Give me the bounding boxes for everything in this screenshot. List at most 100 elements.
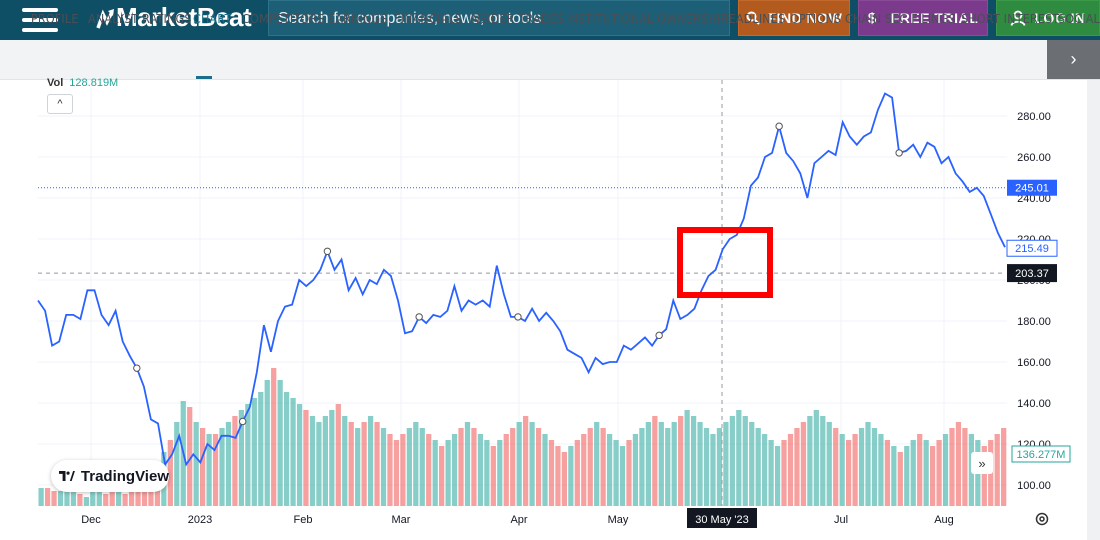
y-tick-label: 260.00 (1017, 152, 1051, 164)
menu-icon[interactable] (22, 6, 58, 34)
tab-financials[interactable]: FINANCIALS (394, 12, 462, 26)
tab-chart[interactable]: CHART (193, 12, 232, 26)
event-marker[interactable] (514, 313, 522, 321)
volume-bar (329, 410, 335, 506)
volume-bar (77, 494, 83, 506)
volume-bar (490, 446, 496, 506)
volume-bar (44, 488, 51, 506)
scrollbar-track[interactable] (1087, 80, 1100, 540)
tab-competitors[interactable]: COMPETITORS (242, 12, 325, 26)
tab-options-chain[interactable]: OPTIONS CHAIN (790, 12, 882, 26)
volume-bar (690, 416, 697, 506)
logo[interactable]: MarketBeat (96, 2, 252, 33)
crosshair-price-tag: 203.37 (1007, 264, 1057, 283)
event-marker[interactable] (133, 364, 141, 372)
crosshair-date-label: 30 May '23 (695, 514, 748, 526)
volume-bar (361, 422, 367, 506)
tab-institutional-ownership[interactable]: INSTITUTIONAL OWNERSHIP (566, 12, 728, 26)
tradingview-label: TradingView (80, 467, 169, 485)
event-marker[interactable] (655, 331, 663, 340)
volume-bar (503, 434, 509, 506)
volume-bar (632, 434, 639, 506)
scroll-to-realtime-button[interactable]: » (971, 452, 993, 474)
settings-icon[interactable] (1034, 511, 1050, 527)
volume-bar (904, 446, 910, 506)
volume-bar (794, 428, 800, 506)
price-axis: 100.00120.00140.00160.00180.00200.00220.… (1017, 111, 1051, 492)
volume-bar (477, 434, 484, 506)
volume-bar (206, 434, 212, 506)
volume-bar (568, 446, 574, 506)
volume-bar (639, 428, 645, 506)
volume-bar (367, 416, 374, 506)
current-price-tag: 215.49 (1006, 239, 1058, 257)
volume-bar (355, 428, 361, 506)
tab-profile[interactable]: PROFILE (31, 12, 79, 26)
volume-bar (929, 446, 936, 506)
tab-insider-trades[interactable]: INSIDER TRADES (468, 12, 565, 26)
volume-bar (70, 482, 77, 506)
volume-bar (484, 440, 490, 506)
volume-bar (419, 428, 425, 506)
volume-bar (464, 422, 471, 506)
tab-social[interactable]: SOCIAL (1058, 12, 1100, 26)
volume-bar (103, 494, 109, 506)
last-volume-label: 136.277M (1017, 449, 1066, 461)
tab-sec-filings[interactable]: SEC FILINGS (885, 12, 956, 26)
time-axis: Dec 2023 Feb Mar Apr May Jul Aug (81, 514, 954, 526)
volume-bar (432, 440, 438, 506)
volume-bar (167, 440, 173, 506)
volume-bar (613, 440, 619, 506)
x-tick-label: 2023 (188, 514, 212, 526)
free-trial-button[interactable]: $ FREE TRIAL (858, 0, 988, 36)
volume-legend-name: Vol (47, 77, 64, 89)
find-now-label: FIND NOW (767, 10, 843, 26)
x-tick-label: Mar (392, 514, 411, 526)
volume-bar (303, 410, 309, 506)
volume-legend: Vol 128.819M (47, 77, 118, 89)
volume-bar (716, 428, 723, 506)
volume-bar (587, 428, 593, 506)
volume-bar (309, 416, 316, 506)
tab-headlines[interactable]: HEADLINES (720, 12, 786, 26)
volume-bar (891, 446, 897, 506)
tab-earnings[interactable]: EARNINGS (328, 12, 388, 26)
volume-bar (768, 440, 774, 506)
search-input[interactable]: Search for companies, news, or tools (268, 0, 730, 36)
event-marker[interactable] (895, 149, 903, 157)
chart-canvas[interactable]: 100.00120.00140.00160.00180.00200.00220.… (0, 80, 1100, 540)
volume-bar (852, 434, 858, 506)
event-marker[interactable] (323, 247, 332, 256)
volume-bar (335, 404, 341, 506)
tabs-scroll-right-icon[interactable]: › (1047, 40, 1100, 79)
x-tick-label: Apr (510, 514, 527, 526)
volume-bar (96, 488, 102, 506)
volume-bar (64, 485, 70, 506)
volume-bar (529, 422, 535, 506)
tab-short-interest[interactable]: SHORT INTEREST (961, 12, 1060, 26)
tradingview-logo[interactable]: TradingView (51, 460, 169, 492)
event-marker[interactable] (415, 313, 423, 321)
volume-bar (645, 422, 651, 506)
volume-bar (148, 479, 154, 506)
volume-bar (665, 428, 671, 506)
stock-chart[interactable]: 100.00120.00140.00160.00180.00200.00220.… (0, 80, 1100, 540)
event-marker[interactable] (238, 417, 247, 426)
volume-bar (710, 434, 716, 506)
volume-bar (703, 428, 710, 506)
volume-bar (736, 410, 742, 506)
volume-bar (439, 446, 445, 506)
top-bar: MarketBeat Search for companies, news, o… (0, 0, 1100, 40)
volume-bar (581, 434, 587, 506)
y-tick-label: 140.00 (1017, 398, 1051, 410)
collapse-legend-button[interactable]: ^ (47, 94, 73, 114)
tab-analyst-ratings[interactable]: ANALYST RATINGS (88, 12, 192, 26)
volume-bar (251, 398, 257, 506)
tab-bar (0, 40, 1100, 80)
volume-bar (981, 446, 987, 506)
volume-bar (833, 428, 839, 506)
event-marker[interactable] (775, 122, 783, 130)
y-tick-label: 100.00 (1017, 480, 1051, 492)
log-in-button[interactable]: LOG IN (996, 0, 1100, 36)
find-now-button[interactable]: FIND NOW (738, 0, 850, 36)
